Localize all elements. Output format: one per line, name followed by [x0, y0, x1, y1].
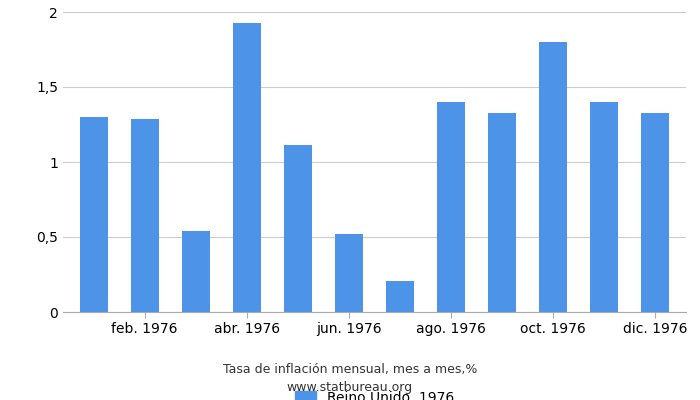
Bar — [437, 102, 465, 312]
Bar — [539, 42, 567, 312]
Bar — [131, 118, 159, 312]
Bar — [284, 146, 312, 312]
Bar — [488, 112, 516, 312]
Bar — [233, 22, 261, 312]
Bar — [182, 231, 210, 312]
Text: Tasa de inflación mensual, mes a mes,%: Tasa de inflación mensual, mes a mes,% — [223, 364, 477, 376]
Bar — [80, 117, 108, 312]
Bar — [641, 112, 669, 312]
Bar — [386, 280, 414, 312]
Text: www.statbureau.org: www.statbureau.org — [287, 382, 413, 394]
Bar — [335, 234, 363, 312]
Bar — [590, 102, 618, 312]
Legend: Reino Unido, 1976: Reino Unido, 1976 — [289, 385, 460, 400]
